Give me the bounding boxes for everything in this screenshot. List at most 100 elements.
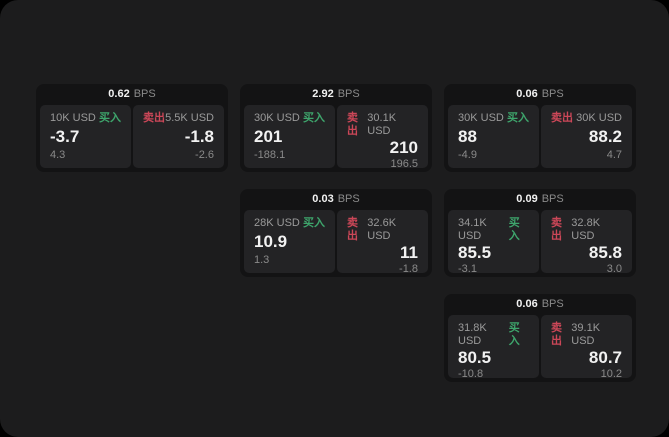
spread-value: 0.09 (516, 193, 538, 205)
sell-delta: 3.0 (606, 263, 622, 275)
buy-quote-panel[interactable]: 10K USD 买入 -3.7 4.3 (40, 105, 131, 168)
sell-delta: -2.6 (195, 149, 214, 161)
buy-side-label: 买入 (507, 112, 529, 124)
buy-side-label: 买入 (303, 217, 325, 229)
sell-side-label: 卖出 (551, 112, 573, 124)
spread-unit: BPS (541, 298, 564, 310)
sell-tile-header: 卖出 30.1K USD (347, 112, 418, 138)
sell-delta: -1.8 (399, 263, 418, 275)
buy-price: 10.9 (254, 232, 288, 251)
buy-quote-panel[interactable]: 30K USD 买入 201 -188.1 (244, 105, 335, 168)
spread-header: 0.06 BPS (448, 84, 632, 105)
spread-value: 0.06 (516, 298, 538, 310)
buy-delta: -4.9 (458, 149, 477, 161)
sell-price: 80.7 (588, 348, 622, 367)
buy-side-label: 买入 (303, 112, 325, 124)
buy-size-label: 31.8K USD (458, 322, 487, 347)
buy-tile-header: 34.1K USD 买入 (458, 217, 529, 243)
sell-tile-header: 卖出 5.5K USD (143, 112, 214, 125)
sell-size-label: 30.1K USD (367, 112, 397, 137)
buy-quote-panel[interactable]: 34.1K USD 买入 85.5 -3.1 (448, 210, 539, 275)
buy-quote-panel[interactable]: 30K USD 买入 88 -4.9 (448, 105, 539, 168)
sell-quote-panel[interactable]: 卖出 39.1K USD 80.7 10.2 (541, 315, 632, 380)
sell-side-label: 卖出 (143, 112, 165, 124)
sell-tile-header: 卖出 39.1K USD (551, 322, 622, 348)
buy-price: 201 (254, 127, 283, 146)
buy-quote-panel[interactable]: 28K USD 买入 10.9 1.3 (244, 210, 335, 273)
sell-size-label: 32.6K USD (367, 217, 397, 242)
quote-card: 0.06 BPS 30K USD 买入 88 -4.9 卖出 30K USD 8… (444, 84, 636, 172)
buy-delta: 1.3 (254, 254, 270, 266)
buy-size-label: 34.1K USD (458, 217, 487, 242)
sell-price: -1.8 (184, 127, 214, 146)
sell-side-label: 卖出 (551, 322, 562, 347)
quote-card: 0.06 BPS 31.8K USD 买入 80.5 -10.8 卖出 39.1… (444, 294, 636, 382)
buy-tile-header: 30K USD 买入 (254, 112, 325, 125)
buy-size-label: 10K USD (50, 112, 96, 124)
buy-size-label: 30K USD (458, 112, 504, 124)
spread-value: 2.92 (312, 88, 334, 100)
buy-delta: -188.1 (254, 149, 286, 161)
quote-card: 0.62 BPS 10K USD 买入 -3.7 4.3 卖出 5.5K USD… (36, 84, 228, 172)
sell-price: 85.8 (588, 243, 622, 262)
buy-tile-header: 10K USD 买入 (50, 112, 121, 125)
buy-delta: 4.3 (50, 149, 66, 161)
quote-card: 2.92 BPS 30K USD 买入 201 -188.1 卖出 30.1K … (240, 84, 432, 172)
quote-cards-grid: 0.62 BPS 10K USD 买入 -3.7 4.3 卖出 5.5K USD… (36, 84, 636, 382)
buy-tile-header: 28K USD 买入 (254, 217, 325, 230)
sell-side-label: 卖出 (347, 217, 358, 242)
sell-quote-panel[interactable]: 卖出 5.5K USD -1.8 -2.6 (133, 105, 224, 168)
sell-quote-panel[interactable]: 卖出 30.1K USD 210 196.5 (337, 105, 428, 170)
spread-header: 0.03 BPS (244, 189, 428, 210)
sell-size-label: 32.8K USD (571, 217, 601, 242)
sell-quote-panel[interactable]: 卖出 32.8K USD 85.8 3.0 (541, 210, 632, 275)
buy-price: 88 (458, 127, 477, 146)
sell-tile-header: 卖出 32.6K USD (347, 217, 418, 243)
sell-delta: 10.2 (600, 368, 622, 380)
sell-size-label: 39.1K USD (571, 322, 601, 347)
sell-side-label: 卖出 (551, 217, 562, 242)
quote-tiles: 30K USD 买入 201 -188.1 卖出 30.1K USD 210 1… (244, 105, 428, 170)
sell-quote-panel[interactable]: 卖出 30K USD 88.2 4.7 (541, 105, 632, 168)
buy-price: -3.7 (50, 127, 80, 146)
spread-unit: BPS (337, 88, 360, 100)
sell-price: 11 (400, 243, 418, 262)
quote-tiles: 30K USD 买入 88 -4.9 卖出 30K USD 88.2 4.7 (448, 105, 632, 168)
sell-tile-header: 卖出 30K USD (551, 112, 622, 125)
sell-side-label: 卖出 (347, 112, 358, 137)
buy-size-label: 30K USD (254, 112, 300, 124)
spread-value: 0.06 (516, 88, 538, 100)
quote-tiles: 34.1K USD 买入 85.5 -3.1 卖出 32.8K USD 85.8… (448, 210, 632, 275)
sell-delta: 4.7 (606, 149, 622, 161)
spread-unit: BPS (541, 88, 564, 100)
spread-value: 0.62 (108, 88, 130, 100)
quote-tiles: 31.8K USD 买入 80.5 -10.8 卖出 39.1K USD 80.… (448, 315, 632, 380)
spread-unit: BPS (337, 193, 360, 205)
buy-tile-header: 31.8K USD 买入 (458, 322, 529, 348)
buy-delta: -10.8 (458, 368, 484, 380)
spread-header: 0.62 BPS (40, 84, 224, 105)
spread-header: 0.09 BPS (448, 189, 632, 210)
buy-side-label: 买入 (99, 112, 121, 124)
buy-price: 85.5 (458, 243, 492, 262)
buy-quote-panel[interactable]: 31.8K USD 买入 80.5 -10.8 (448, 315, 539, 380)
sell-quote-panel[interactable]: 卖出 32.6K USD 11 -1.8 (337, 210, 428, 275)
sell-price: 88.2 (588, 127, 622, 146)
sell-tile-header: 卖出 32.8K USD (551, 217, 622, 243)
spread-header: 2.92 BPS (244, 84, 428, 105)
quote-card: 0.03 BPS 28K USD 买入 10.9 1.3 卖出 32.6K US… (240, 189, 432, 277)
spread-value: 0.03 (312, 193, 334, 205)
quote-card: 0.09 BPS 34.1K USD 买入 85.5 -3.1 卖出 32.8K… (444, 189, 636, 277)
buy-size-label: 28K USD (254, 217, 300, 229)
spread-unit: BPS (541, 193, 564, 205)
quote-tiles: 10K USD 买入 -3.7 4.3 卖出 5.5K USD -1.8 -2.… (40, 105, 224, 168)
spread-header: 0.06 BPS (448, 294, 632, 315)
spread-unit: BPS (133, 88, 156, 100)
quote-tiles: 28K USD 买入 10.9 1.3 卖出 32.6K USD 11 -1.8 (244, 210, 428, 275)
buy-tile-header: 30K USD 买入 (458, 112, 529, 125)
sell-size-label: 5.5K USD (165, 112, 214, 124)
sell-price: 210 (389, 138, 418, 157)
sell-delta: 196.5 (390, 158, 418, 170)
buy-delta: -3.1 (458, 263, 477, 275)
